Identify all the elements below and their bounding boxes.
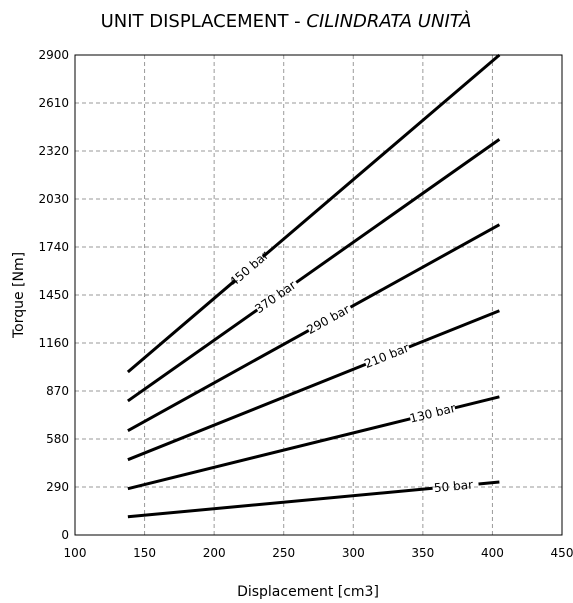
x-tick-label: 100 bbox=[64, 546, 87, 560]
series-line-segment bbox=[127, 308, 259, 403]
y-tick-labels: 0 290 580 870 1160 1450 1740 2030 2320 2610 2900 bbox=[38, 48, 69, 542]
series-label: 450 bar bbox=[227, 248, 272, 289]
series-line-segment bbox=[126, 279, 236, 374]
y-tick-label: 1740 bbox=[38, 240, 69, 254]
plot-frame bbox=[74, 54, 563, 536]
y-axis-label: Torque [Nm] bbox=[11, 252, 27, 339]
grid-lines bbox=[75, 55, 562, 535]
series-line-segment bbox=[261, 53, 501, 258]
series-label: 290 bar bbox=[304, 302, 352, 337]
series-370-bar: 370 bar bbox=[127, 138, 501, 403]
series-130-bar: 130 bar bbox=[127, 395, 500, 491]
series-label: 50 bar bbox=[433, 478, 473, 496]
series-label: 370 bar bbox=[252, 278, 298, 316]
series-line-segment bbox=[127, 329, 310, 433]
chart-title: UNIT DISPLACEMENT - CILINDRATA UNITÀ bbox=[101, 10, 472, 32]
y-tick-label: 1450 bbox=[38, 288, 69, 302]
chart-title-main: UNIT DISPLACEMENT - bbox=[101, 11, 307, 32]
series-line-segment bbox=[349, 223, 501, 309]
y-tick-label: 2610 bbox=[38, 96, 69, 110]
series-50-bar: 50 bar bbox=[127, 478, 500, 519]
series-line-segment bbox=[295, 138, 501, 284]
x-tick-label: 450 bbox=[551, 546, 573, 560]
y-tick-label: 1160 bbox=[38, 336, 69, 350]
y-tick-label: 290 bbox=[46, 480, 69, 494]
series-label: 130 bar bbox=[408, 401, 457, 426]
series-line-segment bbox=[127, 417, 411, 491]
y-tick-label: 2320 bbox=[38, 144, 69, 158]
y-tick-label: 580 bbox=[46, 432, 69, 446]
x-tick-label: 400 bbox=[481, 546, 504, 560]
y-tick-label: 2900 bbox=[38, 48, 69, 62]
series-line-segment bbox=[127, 486, 433, 519]
x-tick-label: 200 bbox=[203, 546, 226, 560]
series-line-segment bbox=[127, 362, 367, 462]
series-line-segment bbox=[408, 309, 500, 349]
series-label: 210 bar bbox=[362, 341, 411, 371]
y-tick-label: 0 bbox=[61, 528, 69, 542]
y-tick-label: 870 bbox=[46, 384, 69, 398]
series-290-bar: 290 bar bbox=[127, 223, 501, 433]
chart-title-italic: CILINDRATA UNITÀ bbox=[306, 10, 471, 32]
x-tick-labels: 100 150 200 250 300 350 400 450 bbox=[64, 546, 573, 560]
series-line-segment bbox=[478, 480, 500, 486]
x-tick-label: 350 bbox=[411, 546, 434, 560]
x-tick-label: 250 bbox=[272, 546, 295, 560]
series-line-segment bbox=[454, 395, 500, 410]
x-tick-label: 150 bbox=[133, 546, 156, 560]
x-tick-label: 300 bbox=[342, 546, 365, 560]
y-tick-label: 2030 bbox=[38, 192, 69, 206]
x-axis-label: Displacement [cm3] bbox=[237, 584, 379, 600]
